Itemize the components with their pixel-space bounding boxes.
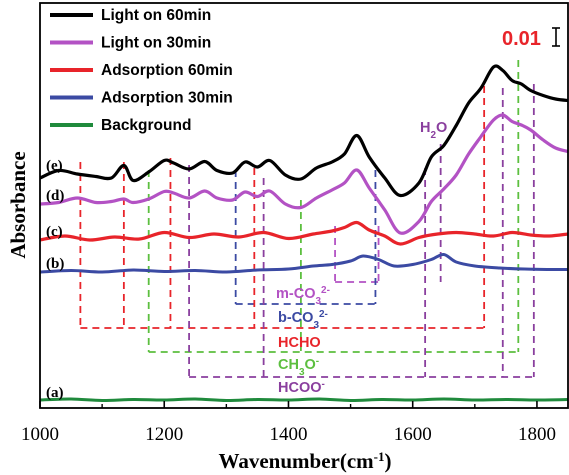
curve-label-4: (a): [46, 385, 64, 401]
peak-label-0: m-CO32-: [276, 285, 330, 307]
peak-label-3: CH3O-: [278, 356, 319, 378]
curve-label-0: (e): [46, 158, 63, 174]
plot-frame: [39, 2, 569, 409]
x-tick-label-3: 1600: [394, 424, 432, 445]
series-line-3: [40, 252, 568, 274]
legend-entry-3: Adsorption 30min: [101, 90, 233, 107]
axes: 1000 1200 1400 1600 1800 Wavenumber(cm-1) Abso…: [6, 151, 556, 473]
x-tick-label-0: 1000: [21, 424, 59, 445]
x-tick-label-2: 1400: [269, 424, 307, 445]
peak-label-1: b-CO32-: [278, 309, 328, 331]
y-axis-label: Absorbance: [6, 151, 30, 258]
series-layer: [40, 64, 568, 403]
series-line-2: [40, 220, 568, 246]
x-tick-label-4: 1800: [518, 424, 556, 445]
curve-label-3: (b): [46, 256, 64, 272]
scale-bar: 0.01: [502, 27, 560, 50]
series-line-1: [40, 113, 568, 235]
x-axis-label: Wavenumber(cm-1): [219, 449, 392, 474]
legend-entry-1: Light on 30min: [101, 35, 211, 52]
legend-entry-2: Adsorption 60min: [101, 62, 233, 79]
legend: Light on 60min Light on 30min Adsorption 6…: [50, 7, 233, 134]
series-line-0: [40, 64, 568, 198]
curve-label-2: (c): [46, 224, 63, 240]
annotation-labels: m-CO32-b-CO32- HCHO CH3O-HCOO- H2O: [276, 120, 447, 396]
legend-entry-0: Light on 60min: [101, 7, 211, 24]
series-line-4: [40, 397, 568, 403]
legend-entry-4: Background: [101, 117, 191, 134]
curve-labels: (e) (d) (c) (b) (a): [46, 158, 64, 401]
curve-label-1: (d): [46, 188, 64, 204]
x-tick-label-1: 1200: [145, 424, 183, 445]
scale-bar-label: 0.01: [502, 28, 541, 50]
peak-label-2: HCHO: [278, 335, 321, 351]
peak-label-5: H2O: [420, 120, 447, 141]
peak-label-4: HCOO-: [278, 379, 325, 397]
